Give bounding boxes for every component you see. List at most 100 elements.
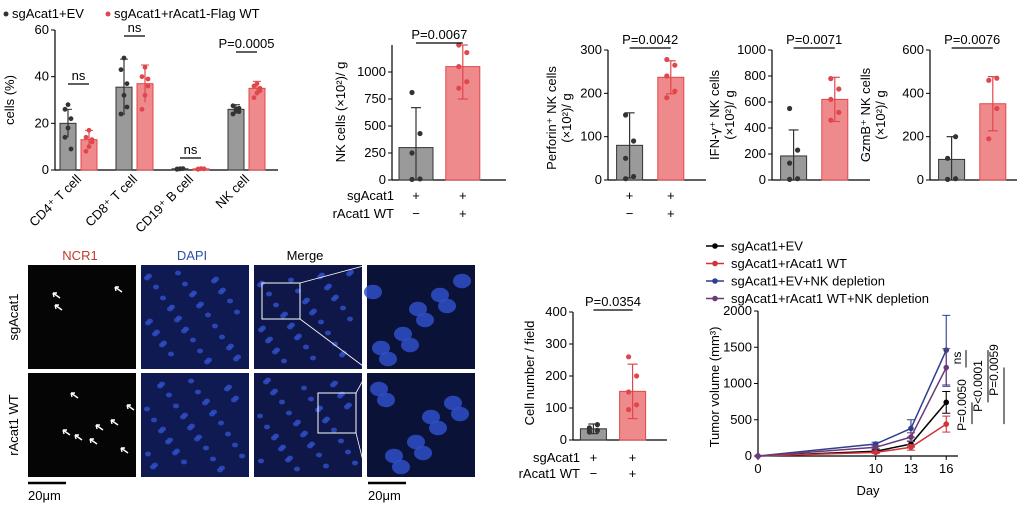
nucleus-blob <box>451 406 469 422</box>
nucleus-blob <box>274 347 280 353</box>
data-point <box>795 147 801 153</box>
data-point <box>456 85 462 91</box>
data-point <box>124 81 130 87</box>
group-sign-row2: + <box>667 206 675 221</box>
legend-label-wt: sgAcat1+rAcat1-Flag WT <box>114 6 260 21</box>
nucleus-blob <box>272 388 278 394</box>
nucleus-blob <box>203 445 209 451</box>
scale-label-left: 20μm <box>28 488 61 503</box>
data-point <box>986 136 992 142</box>
nucleus-blob <box>332 341 338 347</box>
nucleus-blob <box>151 417 157 423</box>
nucleus-blob <box>347 316 353 322</box>
legend-dot-wt <box>105 11 111 17</box>
group-sign-row2: − <box>590 466 598 481</box>
nucleus-blob <box>338 438 344 444</box>
y-tick-label: 200 <box>580 85 602 100</box>
microscopy-panel: NCR1 DAPI Merge sgAcat1 rAcat1 WT 20μm 2… <box>6 248 475 503</box>
panel-c-ifng-chart: 0 200 400 600 800 1000 P=0.0071 <box>737 32 870 187</box>
nucleus-blob <box>160 295 166 301</box>
x-tick-label: 0 <box>754 461 761 476</box>
data-point <box>257 88 263 94</box>
data-point <box>945 155 951 161</box>
data-point <box>664 95 670 101</box>
y-tick-label: 300 <box>580 42 602 57</box>
panel-a-grouped-bar-chart: 0 20 40 60 ns CD4⁺ T cell ns CD8⁺ T cell ns CD19⁺… <box>26 20 278 236</box>
nucleus-blob <box>219 465 225 471</box>
arrow-icon <box>120 447 129 454</box>
nucleus-blob <box>364 284 382 300</box>
nucleus-blob <box>304 297 310 303</box>
nucleus-blob <box>264 424 270 430</box>
significance-label: ns <box>184 142 198 157</box>
group-sign-row2: + <box>629 466 637 481</box>
nucleus-blob <box>340 305 346 311</box>
y-tick-label: 400 <box>744 120 766 135</box>
y-tick-label: 600 <box>744 94 766 109</box>
nucleus-blob <box>348 269 354 275</box>
nucleus-blob <box>239 453 245 459</box>
data-point <box>953 134 959 140</box>
panel-b-bar-chart: 0 250 500 750 1000 P=0.0067 <box>357 27 506 187</box>
y-tick-label: 100 <box>580 129 602 144</box>
data-point <box>986 77 992 83</box>
data-point <box>787 105 793 112</box>
nucleus-blob <box>195 389 201 395</box>
category-label: CD4⁺ T cell <box>26 171 84 229</box>
data-point <box>836 86 842 92</box>
nucleus-blob <box>159 381 165 387</box>
data-point <box>908 425 914 432</box>
data-point <box>953 176 959 182</box>
group-sign-row1: + <box>459 188 467 203</box>
nucleus-blob <box>370 381 388 397</box>
nucleus-blob <box>183 326 189 332</box>
panel-d-bar-chart: 0 100 200 300 400 P=0.0354 <box>545 294 667 447</box>
panel-e-p-1: P=0.0050 <box>955 379 969 431</box>
arrow-icon <box>110 419 119 426</box>
y-tick-label: 2000 <box>723 303 752 318</box>
data-point <box>945 176 951 182</box>
y-tick-label: 40 <box>35 69 49 84</box>
y-tick-label: 0 <box>560 432 567 447</box>
nucleus-blob <box>182 412 188 418</box>
data-point <box>417 176 423 182</box>
legend-label: sgAcat1+rAcat1 WT <box>731 256 847 271</box>
data-point <box>755 453 761 459</box>
nucleus-blob <box>309 441 315 447</box>
y-tick-label: 200 <box>744 146 766 161</box>
data-point <box>409 176 415 183</box>
nucleus-blob <box>233 395 239 401</box>
ncr1-image <box>28 265 136 369</box>
zoom-line <box>299 318 368 370</box>
data-point <box>139 106 145 112</box>
nucleus-blob <box>161 340 167 346</box>
panel-d-row2-label: rAcat1 WT <box>519 466 580 481</box>
panel-b-group-signs: + − + + <box>412 188 466 221</box>
nucleus-blob <box>280 444 286 450</box>
x-tick-label: 16 <box>939 461 953 476</box>
nucleus-blob <box>422 409 440 425</box>
nucleus-blob <box>146 273 152 279</box>
nucleus-blob <box>431 287 449 303</box>
data-point <box>623 155 629 161</box>
nucleus-blob <box>266 291 272 297</box>
nucleus-blob <box>377 392 395 408</box>
nucleus-blob <box>182 281 188 287</box>
nucleus-blob <box>372 340 390 356</box>
data-point <box>409 150 415 156</box>
micro-col-merge: Merge <box>287 248 324 263</box>
nucleus-blob <box>453 273 471 289</box>
legend-marker <box>712 278 718 284</box>
series-line <box>757 401 947 457</box>
nucleus-blob <box>145 451 151 457</box>
zoom-box <box>317 392 357 434</box>
series-line <box>757 367 947 457</box>
bar <box>248 87 266 171</box>
arrow-icon <box>89 438 98 445</box>
data-point <box>994 75 1000 81</box>
nucleus-blob <box>401 337 419 353</box>
nucleus-blob <box>232 442 238 448</box>
p-value-label: P=0.0354 <box>585 294 641 309</box>
data-point <box>62 106 68 112</box>
data-point <box>828 96 834 102</box>
